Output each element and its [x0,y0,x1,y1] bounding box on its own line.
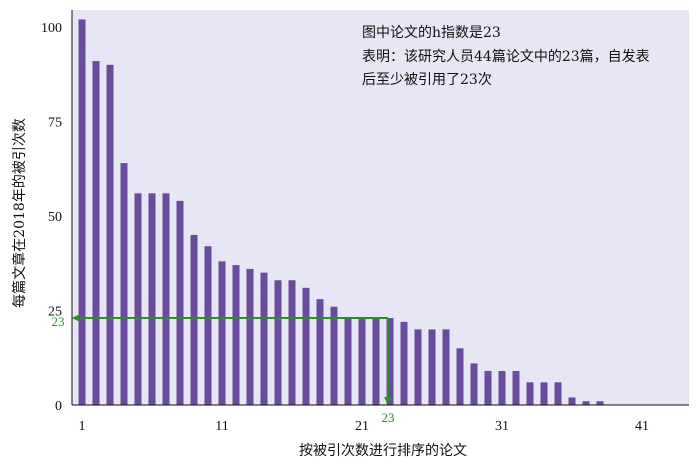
bar [218,261,226,405]
y-tick-label: 25 [48,305,62,320]
bar [176,200,184,405]
bar [540,382,548,405]
bar [190,234,198,405]
bar [484,370,492,405]
bar [330,306,338,405]
bar [106,64,114,406]
bar [456,348,464,405]
y-tick-label: 0 [55,399,62,414]
bar [204,246,212,405]
x-tick-labels: 1 11 21 31 41 [79,419,650,434]
y-axis-title: 每篇文章在2018年的被引次数 [11,118,28,308]
h-index-down-arrow [384,397,392,405]
bar [442,329,450,405]
bar-series [78,19,604,406]
annotation-line-3: 后至少被引用了23次 [362,72,492,88]
bar [582,401,590,405]
bar [596,401,604,405]
bar [120,163,128,405]
bar [400,321,408,405]
bar [512,370,520,405]
x-axis-title: 按被引次数进行排序的论文 [299,443,467,459]
bar [302,287,310,405]
bar [260,272,268,405]
plot-background [72,10,689,405]
bar [246,268,254,405]
bar [316,299,324,405]
x-tick-label: 1 [79,419,86,434]
bar [568,397,576,405]
bar [358,318,366,405]
x-tick-label: 21 [355,419,369,434]
bar [148,193,156,405]
bar [134,193,142,405]
bar [344,318,352,405]
annotation-line-2: 表明：该研究人员44篇论文中的23篇，自发表 [362,49,650,65]
bar [554,382,562,405]
bar [526,382,534,405]
annotation-line-1: 图中论文的h指数是23 [362,25,501,41]
bar [386,318,394,405]
x-tick-label: 11 [215,419,228,434]
h-index-left-arrow [72,314,80,323]
bar [78,19,86,405]
x-tick-label: 41 [635,419,649,434]
bar [414,329,422,405]
bar [470,363,478,405]
bar [372,318,380,405]
y-tick-label: 75 [48,116,62,131]
y-tick-label: 50 [48,210,62,225]
y-tick-label: 100 [41,21,62,36]
bar [498,370,506,405]
bar [232,265,240,405]
bar [274,280,282,405]
x-tick-label: 31 [495,419,509,434]
bar [288,280,296,405]
h-index-x-label: 23 [382,410,395,425]
y-tick-labels: 0 25 50 75 100 [41,21,62,414]
bar [428,329,436,405]
bar [92,61,100,406]
bar [162,193,170,405]
h-index-y-label: 23 [52,314,65,329]
h-index-marker: 23 23 [52,314,395,425]
